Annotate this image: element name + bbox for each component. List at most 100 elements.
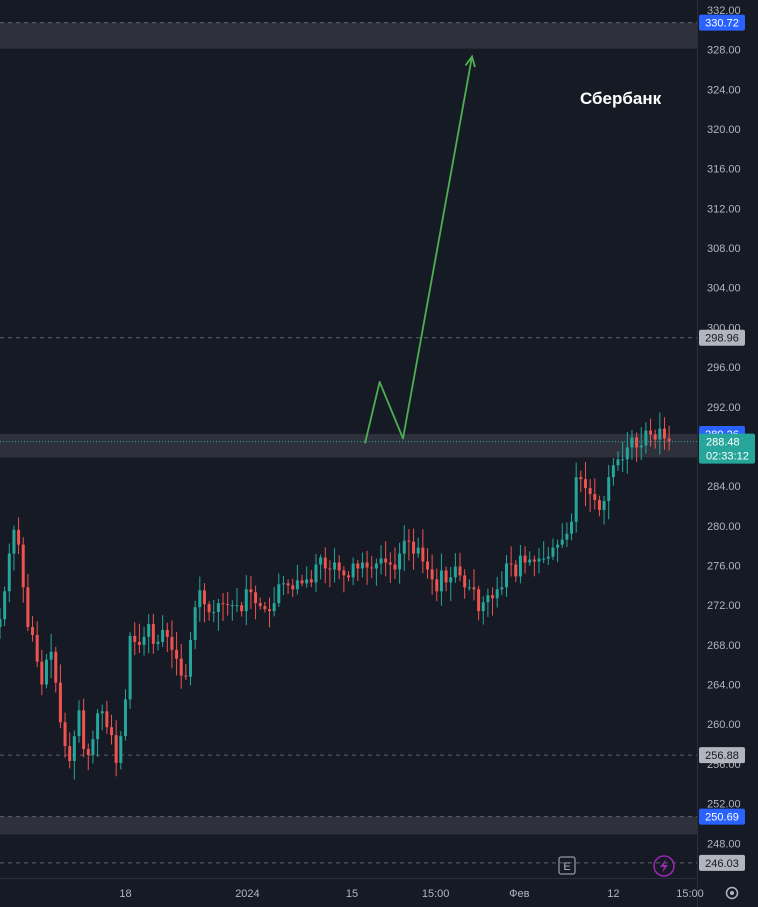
candle-75 <box>347 571 350 582</box>
candle-89 <box>412 528 416 570</box>
candle-130 <box>602 495 606 525</box>
candle-124 <box>574 462 578 533</box>
candle-47 <box>216 598 220 631</box>
x-tick-label: 15:00 <box>422 888 450 900</box>
candle-83 <box>384 541 388 577</box>
candle-51 <box>235 587 239 613</box>
candle-82 <box>379 545 383 575</box>
y-tick-label: 324.00 <box>707 84 741 96</box>
svg-text:250.69: 250.69 <box>705 812 739 824</box>
candle-115 <box>532 555 536 577</box>
candle-140 <box>649 418 653 447</box>
candle-19 <box>86 743 90 771</box>
y-tick-label: 272.00 <box>707 600 741 612</box>
candle-10 <box>44 653 48 689</box>
candle-76 <box>351 557 355 586</box>
candle-96 <box>444 566 448 592</box>
candle-93 <box>430 554 434 595</box>
e-button[interactable]: E <box>558 856 576 875</box>
candle-128 <box>593 478 597 510</box>
candle-55 <box>254 585 258 620</box>
candles-layer <box>0 412 671 780</box>
candle-121 <box>560 523 564 549</box>
price-tag-3: 256.88 <box>699 747 745 764</box>
candle-13 <box>58 664 62 729</box>
candle-73 <box>337 555 341 580</box>
candle-5 <box>21 537 25 603</box>
candle-71 <box>328 560 332 588</box>
price-tag-1: 298.96 <box>699 329 745 346</box>
candle-12 <box>54 646 58 693</box>
candle-60 <box>277 573 281 607</box>
candle-24 <box>110 714 114 745</box>
candle-111 <box>514 560 518 582</box>
candle-66 <box>305 566 309 588</box>
candle-48 <box>221 592 225 622</box>
candle-38 <box>175 632 179 676</box>
candle-57 <box>263 601 267 613</box>
candle-23 <box>105 700 109 734</box>
chart-title: Сбербанк <box>580 89 662 108</box>
candle-16 <box>72 730 76 780</box>
candle-49 <box>226 591 230 616</box>
candle-81 <box>374 558 378 586</box>
candle-88 <box>407 529 411 561</box>
candle-85 <box>393 547 397 580</box>
y-tick-label: 284.00 <box>707 481 741 493</box>
candle-105 <box>486 588 490 617</box>
candle-56 <box>258 597 262 610</box>
candle-9 <box>40 649 44 696</box>
candle-97 <box>449 567 453 602</box>
candle-104 <box>481 596 485 625</box>
candle-3 <box>12 525 16 571</box>
y-tick-label: 304.00 <box>707 283 741 295</box>
candle-87 <box>402 525 406 572</box>
candle-95 <box>439 553 443 606</box>
candle-46 <box>212 599 216 623</box>
lightning-icon[interactable] <box>653 855 675 877</box>
candle-106 <box>491 587 495 616</box>
candle-67 <box>309 570 313 588</box>
y-tick-label: 260.00 <box>707 719 741 731</box>
y-tick-label: 280.00 <box>707 521 741 533</box>
candle-132 <box>611 457 615 486</box>
candle-8 <box>35 621 39 668</box>
candle-74 <box>342 566 346 593</box>
y-tick-label: 308.00 <box>707 243 741 255</box>
candle-36 <box>165 622 169 653</box>
candle-58 <box>268 597 272 628</box>
candle-68 <box>314 553 318 592</box>
y-tick-label: 332.00 <box>707 5 741 17</box>
candle-33 <box>151 613 155 654</box>
zones-layer <box>0 22 697 835</box>
candle-141 <box>653 429 657 449</box>
candle-98 <box>453 553 457 583</box>
svg-text:256.88: 256.88 <box>705 750 739 762</box>
zone-1 <box>0 433 697 458</box>
candle-127 <box>588 479 592 513</box>
forecast-arrow-layer <box>364 54 476 444</box>
svg-text:330.72: 330.72 <box>705 18 739 30</box>
candle-69 <box>319 554 323 580</box>
y-tick-label: 292.00 <box>707 402 741 414</box>
candle-102 <box>472 569 476 601</box>
candle-114 <box>528 551 532 566</box>
candle-44 <box>202 583 206 623</box>
candle-133 <box>616 451 620 471</box>
candle-20 <box>91 730 95 764</box>
candle-90 <box>416 537 420 558</box>
candle-107 <box>495 576 499 608</box>
time-axis[interactable]: 18 2024 15 15:00 Фев 12 15:00 <box>0 878 704 907</box>
candle-61 <box>281 575 285 596</box>
gear-icon[interactable] <box>725 886 739 900</box>
candle-79 <box>365 550 369 585</box>
candle-21 <box>96 709 100 757</box>
x-tick-label: 12 <box>607 888 619 900</box>
y-tick-label: 328.00 <box>707 45 741 57</box>
candle-119 <box>551 538 555 561</box>
forecast-arrow-head <box>464 54 476 68</box>
candle-116 <box>537 548 541 574</box>
time-axis-bg[interactable] <box>0 878 697 907</box>
